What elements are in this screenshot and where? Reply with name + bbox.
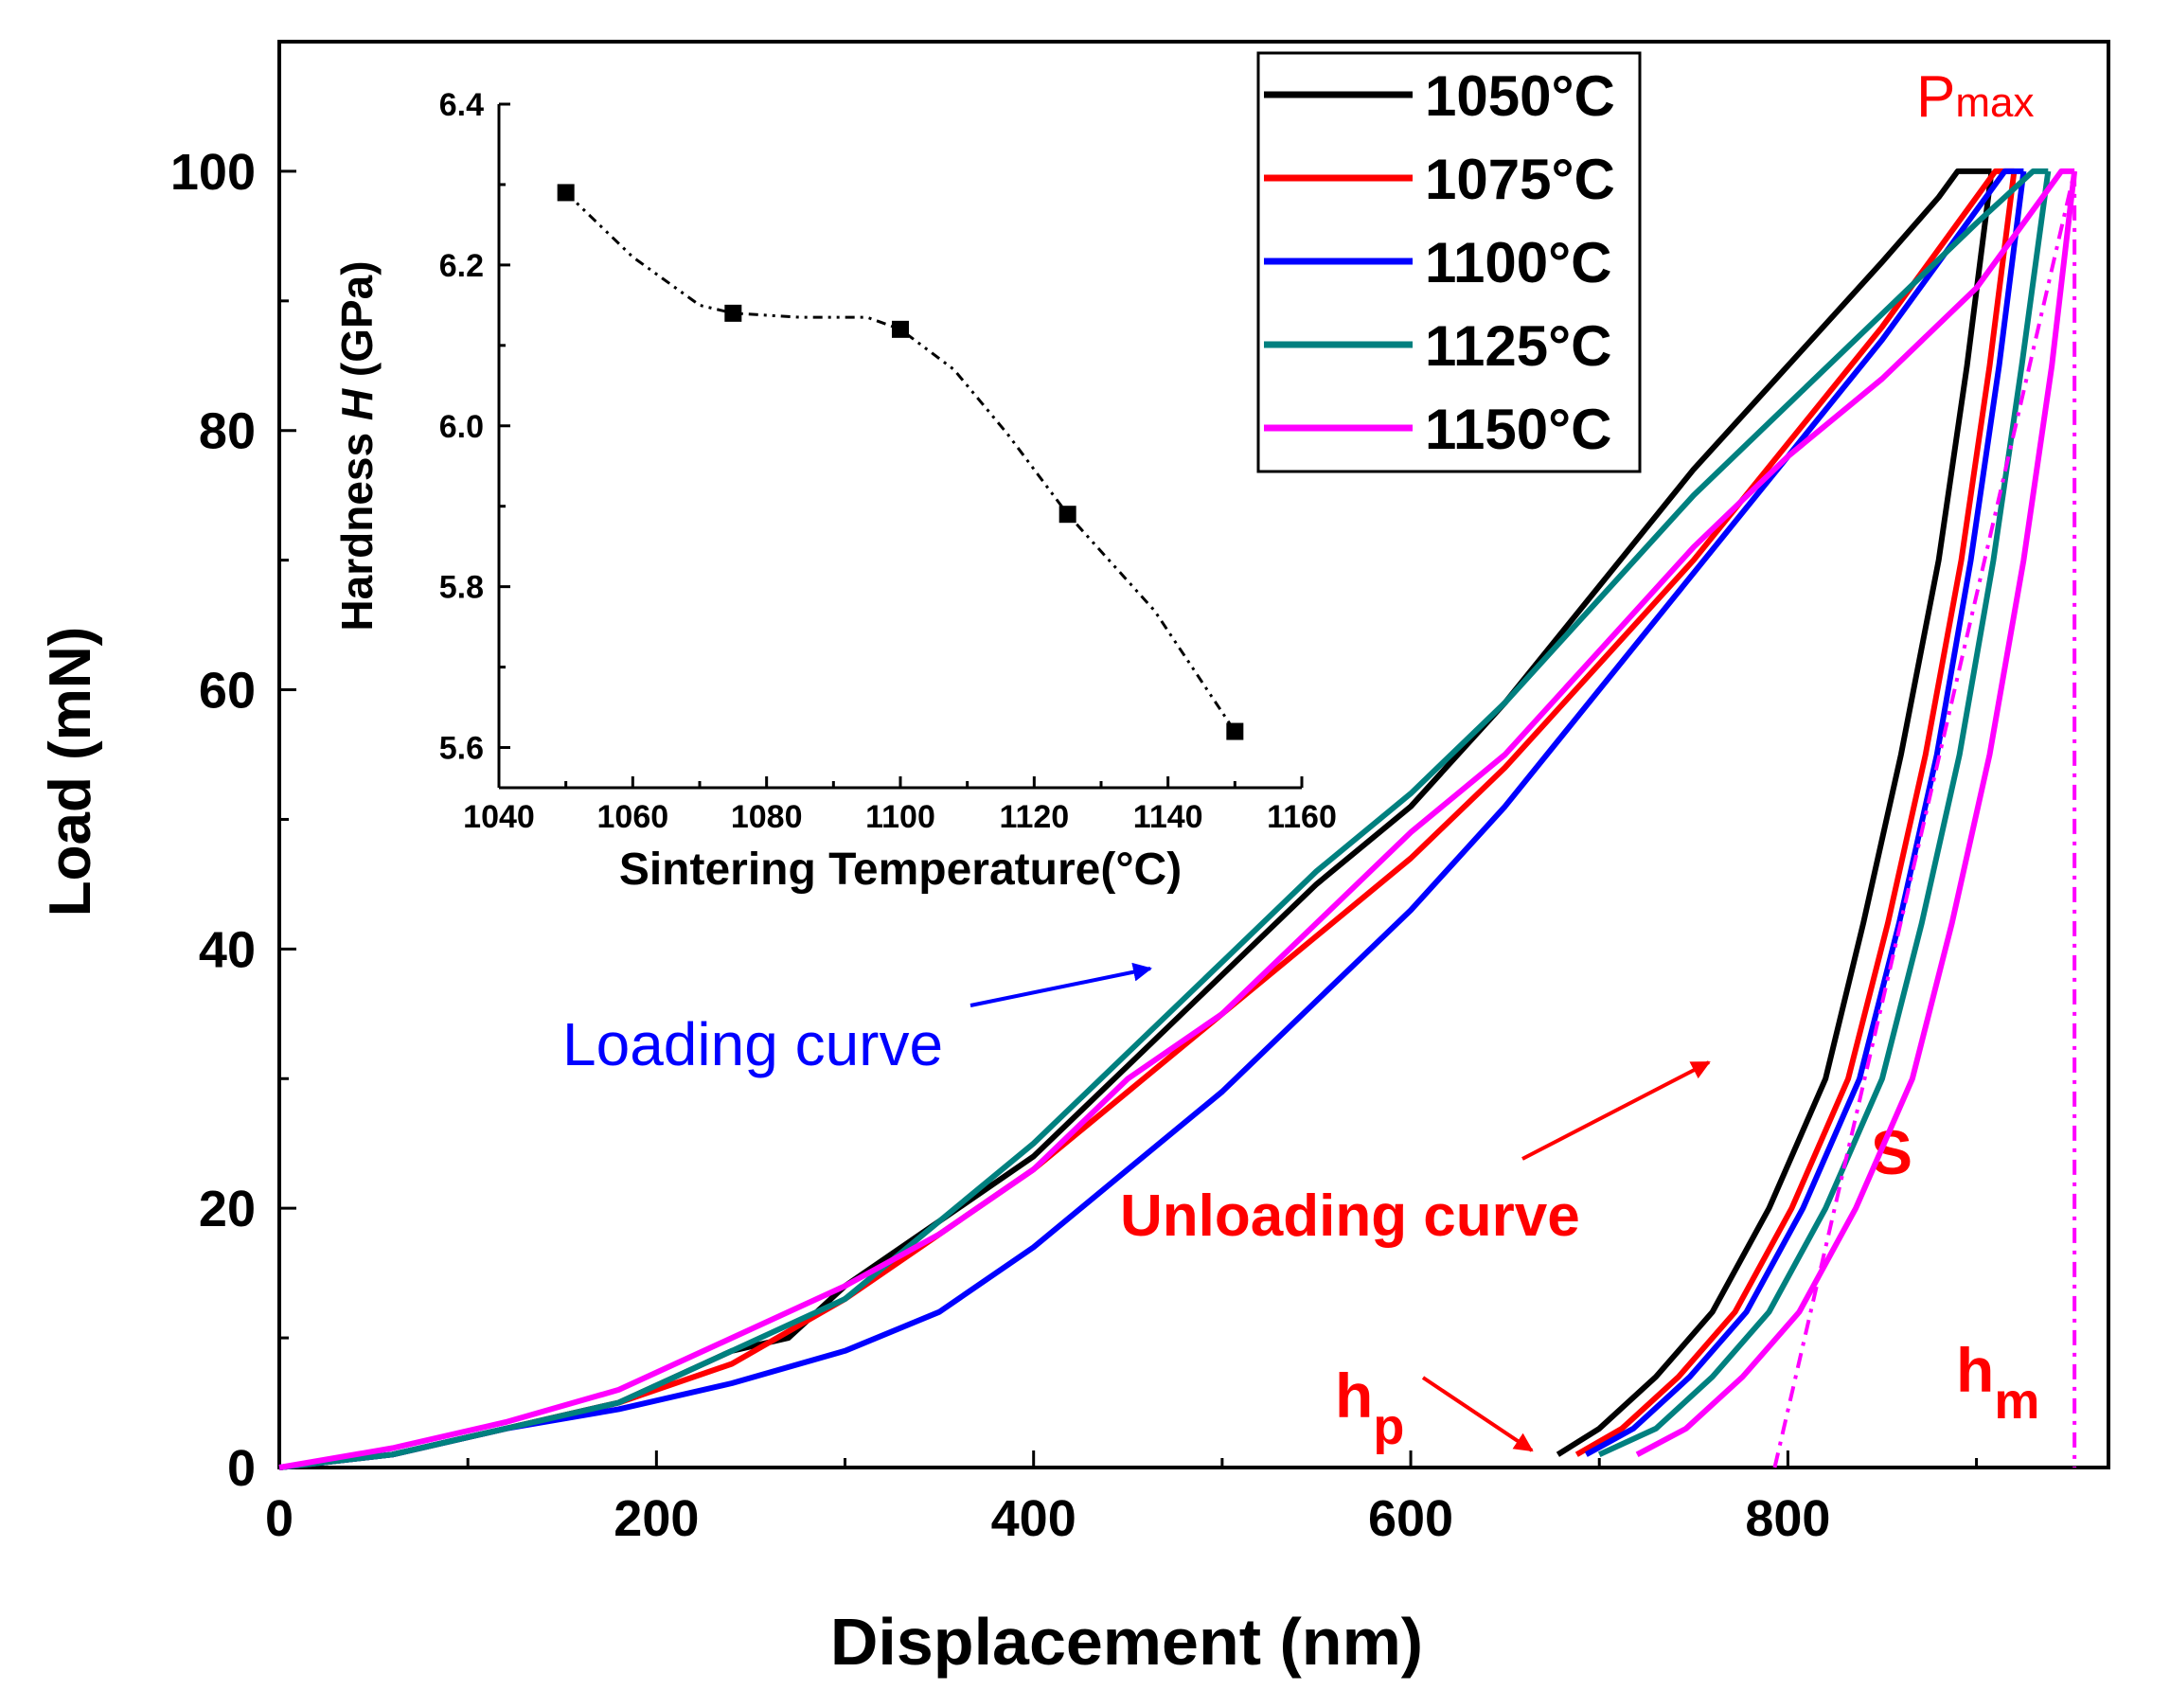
series-loading-curve (278, 168, 2075, 1470)
x-axis-label: Displacement (nm) (830, 1605, 1423, 1679)
inset-y-axis-label: Hardness H (GPa) (332, 260, 382, 631)
y-tick-label: 0 (227, 1440, 256, 1497)
inset-y-tick-label: 6.4 (439, 87, 484, 123)
legend-label: 1150°C (1425, 398, 1612, 461)
inset-x-tick-label: 1040 (463, 799, 535, 835)
loading-arrow (969, 962, 1152, 1007)
inset-y-label-part: Hardness (332, 420, 382, 631)
inset-data-point (557, 184, 575, 202)
legend: 1050°C 1075°C 1100°C 1125°C 1150°C (1256, 51, 1642, 473)
inset-y-tick-label: 6.0 (439, 409, 484, 445)
inset-x-tick-label: 1100 (865, 799, 935, 835)
inset-y-tick-label: 5.6 (439, 731, 484, 767)
legend-label: 1075°C (1425, 148, 1615, 211)
inset-data-point (724, 304, 742, 322)
inset-data-point (1226, 722, 1244, 740)
series-unloading-curve (1635, 170, 2078, 1457)
hm-label: hm (1956, 1335, 2039, 1430)
series-unloading-curve (1556, 170, 1995, 1457)
x-tick-label: 200 (614, 1490, 699, 1547)
inset-y-tick-label: 6.2 (439, 248, 484, 284)
y-tick-label: 20 (199, 1181, 256, 1237)
legend-label: 1100°C (1425, 231, 1612, 294)
inset-x-axis-label: Sintering Temperature(°C) (619, 845, 1182, 895)
series-loading-curve (278, 168, 2024, 1470)
y-tick-label: 80 (199, 403, 256, 460)
inset-data-point (1058, 506, 1076, 524)
unloading-curve-label: Unloading curve (1120, 1183, 1580, 1249)
loading-curve-label: Loading curve (562, 1010, 943, 1078)
inset-hardness-chart: 1040 1060 1080 1100 1120 1140 1160 5.6 5.8 6.0 6.2… (332, 87, 1337, 895)
inset-data-point (892, 320, 909, 338)
inset-x-tick-label: 1160 (1267, 799, 1337, 835)
series-unloading-curve (1574, 170, 2018, 1457)
inset-x-tick-label: 1080 (731, 799, 803, 835)
inset-y-tick-label: 5.8 (439, 570, 484, 606)
plot-frame (277, 40, 2110, 1469)
y-tick-label: 40 (199, 921, 256, 978)
inset-x-tick-label: 1120 (999, 799, 1069, 835)
legend-label: 1125°C (1425, 314, 1612, 378)
y-axis-label: Load (mN) (38, 627, 103, 917)
x-tick-label: 0 (265, 1490, 293, 1547)
series-loading-curve (278, 168, 2049, 1470)
y-tick-label: 60 (199, 663, 256, 720)
y-tick-label: 100 (170, 144, 256, 201)
x-tick-label: 600 (1368, 1490, 1453, 1547)
x-tick-label: 800 (1745, 1490, 1830, 1547)
series-unloading-curve (1584, 170, 2027, 1457)
pmax-label: Pmax (1916, 64, 2034, 130)
hp-label: hp (1335, 1361, 1404, 1455)
inset-y-label-italic: H (332, 388, 382, 420)
tangent-lines (1772, 170, 2077, 1468)
legend-label: 1050°C (1425, 64, 1615, 128)
inset-trend-line (564, 191, 1236, 733)
inset-y-label-unit: (GPa) (332, 260, 382, 388)
hp-arrow (1421, 1376, 1534, 1452)
inset-x-tick-label: 1060 (597, 799, 669, 835)
unloading-arrow (1521, 1060, 1711, 1161)
series-unloading-curve (1597, 170, 2052, 1458)
curves (278, 168, 2078, 1470)
x-tick-label: 400 (991, 1490, 1076, 1547)
inset-x-tick-label: 1140 (1133, 799, 1203, 835)
